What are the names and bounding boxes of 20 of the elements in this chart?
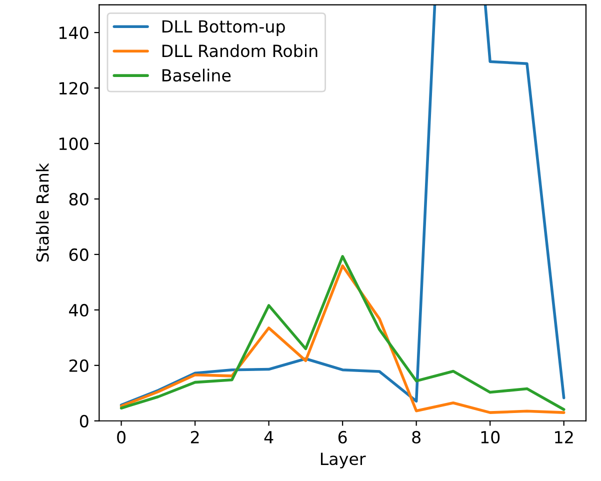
- legend-label: Baseline: [162, 68, 231, 82]
- y-tick-label: 120: [59, 82, 88, 95]
- x-tick-label: 0: [117, 430, 126, 444]
- x-tick-label: 12: [555, 430, 573, 444]
- legend-label: DLL Bottom-up: [162, 20, 285, 36]
- y-axis-title: Stable Rank: [36, 163, 49, 262]
- y-tick-label: 140: [59, 26, 88, 40]
- x-tick-label: 2: [190, 430, 199, 444]
- x-tick-label: 6: [338, 430, 347, 444]
- y-tick-label: 100: [59, 137, 88, 150]
- y-tick-label: 60: [69, 248, 88, 262]
- x-tick-label: 4: [264, 431, 274, 444]
- x-tick-label: 8: [412, 430, 420, 444]
- x-tick-label: 10: [481, 430, 500, 444]
- y-tick-label: 0: [80, 414, 88, 428]
- y-tick-label: 20: [69, 359, 88, 372]
- x-axis-title: Layer: [320, 452, 366, 468]
- y-tick-label: 40: [69, 304, 88, 316]
- legend-label: DLL Random Robin: [162, 44, 318, 58]
- y-tick-label: 80: [69, 192, 88, 206]
